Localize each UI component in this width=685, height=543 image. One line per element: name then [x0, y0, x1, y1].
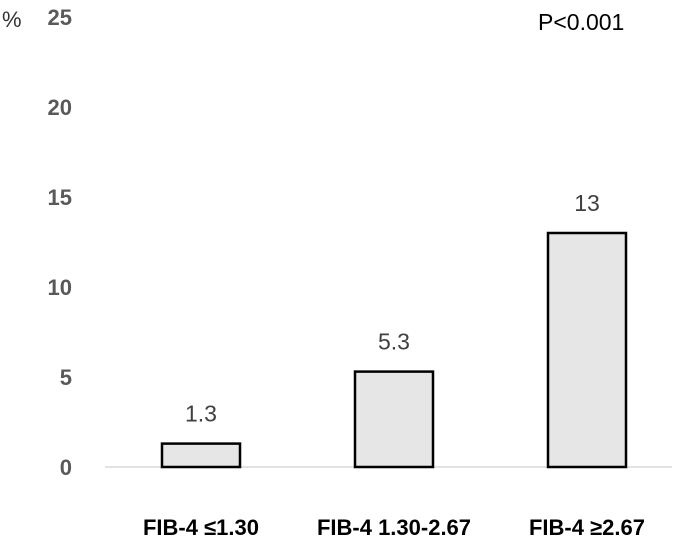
y-axis-ticks: 0 5 10 15 20 25 — [48, 5, 72, 480]
category-labels: FIB-4 ≤1.30 FIB-4 1.30-2.67 FIB-4 ≥2.67 — [143, 515, 645, 540]
y-tick-label: 10 — [48, 275, 72, 300]
bar — [353, 370, 435, 469]
p-value-annotation: P<0.001 — [538, 9, 624, 35]
bars — [160, 231, 628, 469]
bar-value-label: 5.3 — [378, 329, 410, 355]
category-label: FIB-4 ≥2.67 — [529, 515, 645, 540]
bar — [546, 231, 628, 469]
y-unit-label: % — [2, 7, 22, 32]
category-label: FIB-4 ≤1.30 — [143, 515, 259, 540]
y-tick-label: 0 — [60, 455, 72, 480]
y-tick-label: 20 — [48, 95, 72, 120]
y-tick-label: 15 — [48, 185, 72, 210]
bar — [160, 442, 242, 469]
category-label: FIB-4 1.30-2.67 — [317, 515, 471, 540]
bar-value-label: 13 — [574, 190, 600, 216]
y-tick-label: 5 — [60, 365, 72, 390]
bar-value-label: 1.3 — [185, 401, 217, 427]
data-labels: 1.3 5.3 13 — [185, 190, 600, 427]
y-tick-label: 25 — [48, 5, 72, 30]
